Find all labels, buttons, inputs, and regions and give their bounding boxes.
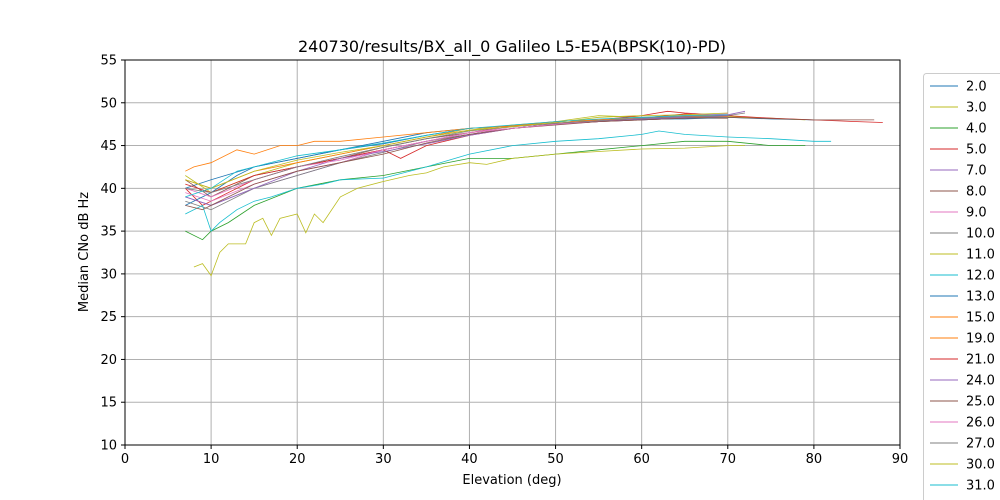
y-tick-label: 10 [100,439,117,454]
legend-label: 21.0 [966,353,995,368]
grid [124,59,901,446]
y-tick-label: 25 [100,310,117,325]
legend-label: 15.0 [966,311,995,326]
series-line-21-0 [185,113,728,194]
y-tick-label: 15 [100,396,117,411]
legend-label: 4.0 [966,122,987,137]
series-line-25-0 [185,116,875,211]
x-tick-label: 70 [720,452,737,467]
series-line-12-0 [185,130,832,232]
legend-label: 3.0 [966,101,987,116]
legend-box [923,73,1000,500]
series-line-7-0 [185,110,746,206]
legend-label: 19.0 [966,332,995,347]
series-line-24-0 [185,115,728,206]
legend-label: 10.0 [966,227,995,242]
series-line-10-0 [185,112,746,211]
legend: 2.0 3.0 4.0 5.0 7.0 8.0 9.0 10.0 11.0 12.0 13.0 15.… [923,73,1000,500]
legend-label: 8.0 [966,185,987,200]
y-tick-label: 35 [100,225,117,240]
x-tick-label: 20 [289,452,306,467]
legend-label: 24.0 [966,374,995,389]
x-tick-label: 0 [121,452,129,467]
x-tick-label: 60 [633,452,650,467]
legend-label: 26.0 [966,416,995,431]
y-tick-label: 50 [100,96,117,111]
legend-label: 5.0 [966,143,987,158]
series-line-31-0 [185,114,728,198]
y-tick-label: 40 [100,182,117,197]
legend-label: 11.0 [966,248,995,263]
legend-label: 2.0 [966,80,987,95]
legend-label: 25.0 [966,395,995,410]
series-line-11-0 [193,145,745,277]
legend-label: 27.0 [966,437,995,452]
x-tick-label: 40 [461,452,478,467]
series-line-19-0 [185,114,728,189]
x-tick-label: 10 [203,452,220,467]
x-axis-label: Elevation (deg) [462,473,561,488]
series-line-27-0 [185,116,728,194]
series-layer [185,110,883,277]
y-tick-label: 55 [100,54,117,69]
y-tick-label: 45 [100,139,117,154]
x-tick-label: 80 [806,452,823,467]
x-tick-label: 50 [547,452,564,467]
legend-label: 30.0 [966,458,995,473]
legend-label: 12.0 [966,269,995,284]
axis-ticks: 0 10 20 30 40 50 60 70 80 90 10 15 20 25 30 35 40 45 50 55 [100,54,908,468]
legend-label: 9.0 [966,206,987,221]
plot-frame [124,59,901,446]
chart-title: 240730/results/BX_all_0 Galileo L5-E5A(B… [298,37,726,57]
legend-label: 13.0 [966,290,995,305]
series-line-4-0 [185,140,806,241]
x-tick-label: 30 [375,452,392,467]
y-tick-label: 30 [100,267,117,282]
y-tick-label: 20 [100,353,117,368]
legend-label: 7.0 [966,164,987,179]
series-line-15-0 [185,116,728,172]
legend-label: 31.0 [966,479,995,494]
series-line-30-0 [185,112,728,189]
y-axis-label: Median CNo dB Hz [77,192,92,312]
x-tick-label: 90 [892,452,909,467]
